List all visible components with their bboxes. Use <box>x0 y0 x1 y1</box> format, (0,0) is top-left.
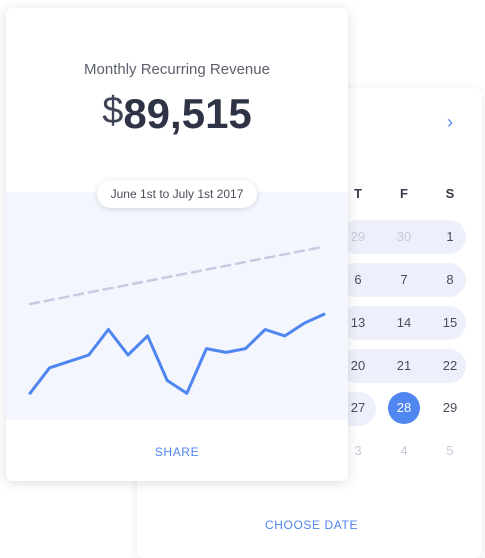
weekday-label: T <box>354 186 362 201</box>
weekday-label: F <box>400 186 408 201</box>
amount-value: 89,515 <box>123 90 252 137</box>
revenue-amount: $89,515 <box>6 90 348 138</box>
card-title: Monthly Recurring Revenue <box>84 61 270 78</box>
date-range-pill[interactable]: June 1st to July 1st 2017 <box>97 180 257 208</box>
calendar-day[interactable]: 20 <box>350 358 366 373</box>
chart-area <box>6 192 348 420</box>
calendar-day[interactable]: 6 <box>354 272 362 287</box>
calendar-day[interactable]: 14 <box>396 315 412 330</box>
calendar-day[interactable]: 13 <box>350 315 366 330</box>
calendar-day[interactable]: 1 <box>446 229 454 244</box>
calendar-day[interactable]: 4 <box>400 443 408 458</box>
range-highlight <box>340 306 466 340</box>
calendar-day[interactable]: 21 <box>396 358 412 373</box>
revenue-card: Monthly Recurring Revenue $89,515 June 1… <box>6 8 348 481</box>
calendar-day[interactable]: 22 <box>442 358 458 373</box>
calendar-day[interactable]: 29 <box>350 229 366 244</box>
range-highlight <box>340 349 466 383</box>
calendar-day[interactable]: 3 <box>354 443 362 458</box>
calendar-day[interactable]: 15 <box>442 315 458 330</box>
calendar-day[interactable]: 5 <box>446 443 454 458</box>
calendar-day[interactable]: 30 <box>396 229 412 244</box>
range-highlight <box>340 263 466 297</box>
calendar-day-selected[interactable]: 28 <box>388 392 420 424</box>
currency-symbol: $ <box>102 90 124 132</box>
calendar-day[interactable]: 8 <box>446 272 454 287</box>
calendar-day[interactable]: 29 <box>442 400 458 415</box>
calendar-day[interactable]: 7 <box>400 272 408 287</box>
range-highlight <box>340 220 466 254</box>
weekday-label: S <box>445 186 455 201</box>
revenue-series-line <box>28 312 326 395</box>
revenue-line-chart <box>28 245 326 395</box>
share-button[interactable]: SHARE <box>154 445 200 459</box>
chevron-right-icon[interactable]: › <box>447 112 453 132</box>
target-series-line <box>28 245 326 306</box>
choose-date-button[interactable]: CHOOSE DATE <box>265 518 359 532</box>
calendar-day[interactable]: 27 <box>350 400 366 415</box>
